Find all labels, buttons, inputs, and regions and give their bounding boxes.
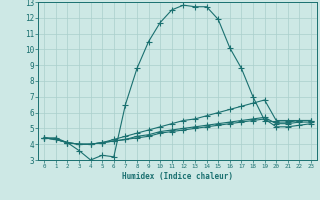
- X-axis label: Humidex (Indice chaleur): Humidex (Indice chaleur): [122, 172, 233, 181]
